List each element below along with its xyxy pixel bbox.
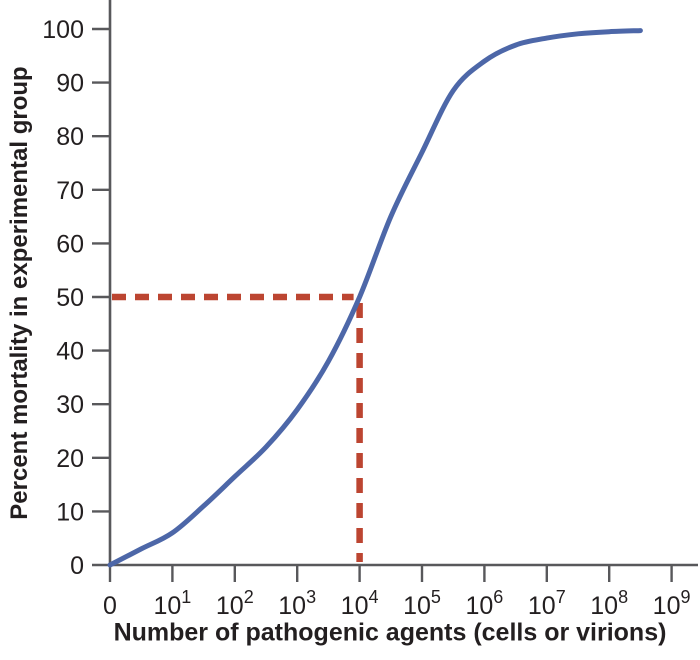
y-tick-label: 80 (56, 123, 84, 151)
x-tick-label: 108 (590, 587, 628, 620)
y-tick-label: 70 (56, 177, 84, 205)
y-tick-label: 30 (56, 391, 84, 419)
x-axis-ticks: 0 101 102 103 104 105 106 107 108 109 (103, 565, 691, 620)
x-tick-label: 104 (341, 587, 379, 620)
x-tick-label: 103 (278, 587, 316, 620)
y-tick-label: 20 (56, 445, 84, 473)
axes-group (108, 0, 698, 567)
x-tick-label: 107 (528, 587, 566, 620)
mortality-curve-path (107, 28, 643, 568)
y-tick-label: 90 (56, 70, 84, 98)
x-tick-label: 105 (403, 587, 441, 620)
x-tick-label: 106 (465, 587, 503, 620)
axis-lines (108, 0, 698, 567)
y-tick-label: 50 (56, 284, 84, 312)
y-tick-label: 0 (70, 552, 84, 580)
y-tick-label: 100 (42, 16, 84, 44)
y-tick-label: 60 (56, 230, 84, 258)
x-axis-title: Number of pathogenic agents (cells or vi… (113, 618, 667, 647)
x-tick-label: 101 (153, 587, 191, 620)
y-axis-ticks: 0 10 20 30 40 50 60 70 80 90 100 (42, 16, 110, 580)
dose-response-curve-group (107, 28, 643, 568)
x-tick-label: 109 (653, 587, 691, 620)
y-tick-label: 40 (56, 338, 84, 366)
ld50-guide-lines (112, 293, 363, 562)
x-tick-label: 102 (216, 587, 254, 620)
y-axis-title: Percent mortality in experimental group (6, 66, 33, 520)
x-tick-label: 0 (103, 592, 117, 620)
y-tick-label: 10 (56, 498, 84, 526)
